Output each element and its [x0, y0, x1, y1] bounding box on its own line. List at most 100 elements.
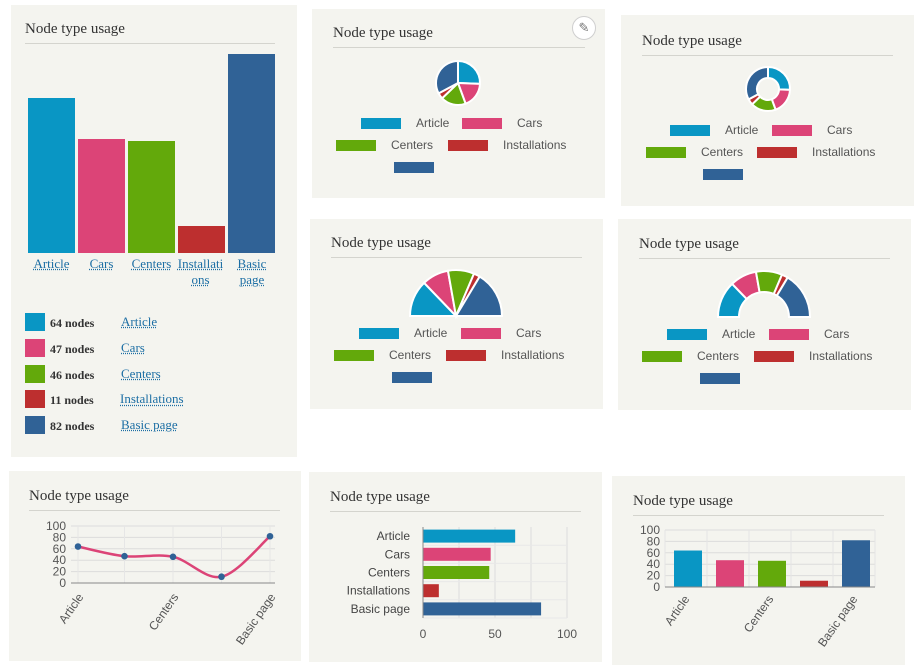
y-tick-label-installations: Installations	[347, 584, 410, 598]
bar-basic-page	[423, 602, 542, 616]
legend-swatch-installations	[757, 147, 797, 158]
legend-swatch-cars	[25, 338, 45, 357]
slice-article	[767, 65, 791, 91]
point-installations	[218, 573, 225, 581]
legend-swatch-cars	[462, 118, 502, 129]
legend-swatch-article	[670, 125, 710, 136]
legend-label-installations: Installations	[812, 145, 876, 159]
bar-installations	[423, 584, 439, 598]
legend-label-centers: Centers	[701, 145, 744, 159]
y-tick-label-centers: Centers	[368, 566, 410, 580]
legend-label-article: Article	[722, 327, 756, 341]
legend-link-cars[interactable]: Cars	[121, 339, 145, 355]
legend-label-centers: Centers	[391, 138, 434, 152]
legend-link-basic-page[interactable]: Basic page	[121, 417, 178, 433]
point-centers	[169, 553, 177, 561]
y-tick-label: 0	[653, 580, 660, 594]
y-tick-label: 60	[647, 546, 661, 560]
legend-label-article: Article	[414, 326, 448, 340]
legend-swatch-basic-page	[703, 169, 743, 180]
legend-label-cars: Cars	[824, 327, 850, 341]
x-tick-label-centers: Centers	[741, 593, 777, 635]
x-label-basic-page[interactable]: Basic page	[237, 256, 267, 287]
panel-title: Node type usage	[333, 25, 433, 41]
panel-half-pie: Node type usage Article Cars Centers Instal…	[310, 219, 603, 409]
bar-centers	[758, 560, 786, 587]
legend-label-cars: Cars	[517, 116, 543, 130]
y-tick-label: 80	[53, 530, 67, 544]
x-tick-label: 50	[488, 627, 502, 641]
x-tick-label-basic-page: Basic page	[233, 590, 279, 647]
legend-swatch-centers	[646, 147, 686, 158]
slice-article	[457, 59, 481, 85]
point-cars	[121, 552, 128, 560]
panel-hbar: Node type usage Article Cars Centers Instal…	[309, 472, 602, 662]
point-basic-page	[266, 532, 274, 540]
legend-swatch-installations	[754, 351, 794, 362]
legend-swatch-basic-page	[392, 372, 432, 383]
title-divider	[25, 43, 275, 44]
panel-donut: Node type usage Article Cars Centers Instal…	[621, 15, 914, 206]
count-suffix: nodes	[65, 316, 95, 330]
count-value: 46	[50, 367, 62, 382]
legend-link-installations[interactable]: Installations	[120, 391, 184, 407]
x-label-article[interactable]: Article	[33, 256, 70, 271]
title-divider	[330, 511, 581, 512]
count-value: 82	[50, 419, 62, 434]
legend-swatch-installations	[25, 390, 45, 409]
bar-installations	[800, 580, 828, 587]
legend-swatch-basic-page	[394, 162, 434, 173]
pencil-icon[interactable]: ✎	[572, 16, 596, 40]
node-count: 47 nodes	[50, 342, 94, 357]
legend-link-article[interactable]: Article	[121, 314, 158, 329]
legend-swatch-cars	[769, 329, 809, 340]
legend-swatch-article	[667, 329, 707, 340]
panel-title: Node type usage	[330, 489, 430, 505]
horizontal-bar-chart: Article Cars Centers Installations Basic pag…	[347, 527, 577, 641]
point-article	[74, 543, 82, 550]
legend-label-centers: Centers	[389, 348, 432, 362]
node-count: 11 nodes	[50, 393, 94, 408]
slice-basic-page	[454, 275, 504, 317]
legend-label-installations: Installations	[501, 348, 565, 362]
x-label-cars[interactable]: Cars	[89, 256, 114, 271]
count-value: 11	[50, 393, 62, 408]
legend-swatch-centers	[334, 350, 374, 361]
title-divider	[333, 47, 585, 48]
legend-label-article: Article	[416, 116, 450, 130]
x-tick-label: 0	[420, 627, 427, 641]
y-tick-label: 100	[46, 519, 66, 533]
panel-title: Node type usage	[639, 236, 739, 252]
bar-article	[674, 550, 702, 587]
count-suffix: nodes	[64, 393, 94, 408]
legend-label-installations: Installations	[809, 349, 873, 363]
panel-title: Node type usage	[25, 21, 125, 37]
bar-article	[28, 97, 75, 253]
x-tick-label-centers: Centers	[146, 591, 182, 633]
x-label-installations[interactable]: Installations	[177, 256, 224, 287]
legend-swatch-cars	[461, 328, 501, 339]
count-suffix: nodes	[65, 367, 95, 382]
slice-basic-page	[775, 276, 812, 318]
x-label-centers[interactable]: Centers	[131, 256, 172, 271]
half-donut-chart	[716, 270, 812, 318]
node-count: 64 nodes	[50, 316, 94, 331]
title-divider	[642, 55, 893, 56]
y-tick-label: 40	[647, 557, 661, 571]
node-count: 82 nodes	[50, 419, 94, 434]
pie-chart	[435, 59, 482, 106]
legend-swatch-basic-page	[25, 416, 45, 435]
legend-link-centers[interactable]: Centers	[121, 365, 161, 381]
legend-label-article: Article	[725, 123, 759, 137]
title-divider	[29, 510, 280, 511]
panel-half-donut: Node type usage Article Cars Centers Instal…	[618, 219, 911, 410]
legend-swatch-installations	[448, 140, 488, 151]
y-tick-label: 40	[53, 553, 67, 567]
bar-centers	[128, 141, 175, 253]
bar-installations	[178, 226, 225, 253]
legend-swatch-centers	[642, 351, 682, 362]
title-divider	[331, 257, 582, 258]
panel-title: Node type usage	[29, 488, 129, 504]
